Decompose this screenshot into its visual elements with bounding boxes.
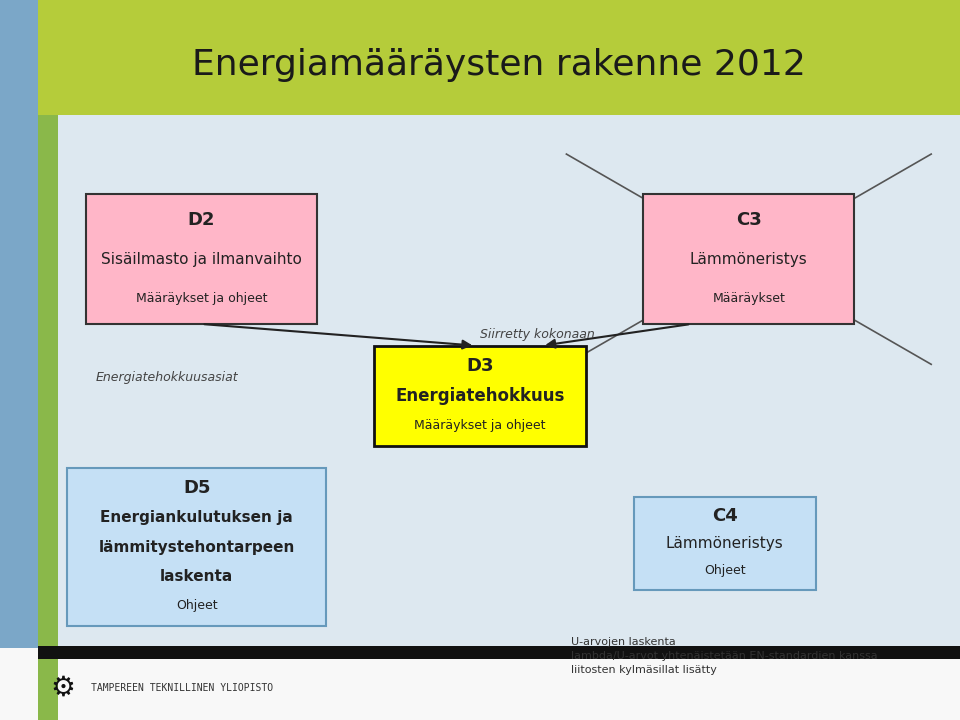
Text: Määräykset: Määräykset (712, 292, 785, 305)
Text: D3: D3 (467, 357, 493, 375)
Text: Lämmöneristys: Lämmöneristys (690, 252, 807, 266)
Text: D2: D2 (188, 211, 215, 229)
Bar (38, 115, 960, 670)
FancyBboxPatch shape (67, 468, 326, 626)
FancyBboxPatch shape (86, 194, 317, 324)
Bar (38, 646, 960, 659)
Text: Siirretty kokonaan: Siirretty kokonaan (480, 328, 595, 341)
Text: C4: C4 (712, 507, 737, 526)
Text: D5: D5 (183, 480, 210, 498)
Text: Energiankulutuksen ja: Energiankulutuksen ja (101, 510, 293, 526)
Text: lämmitystehontarpeen: lämmitystehontarpeen (99, 540, 295, 554)
Text: TAMPEREEN TEKNILLINEN YLIOPISTO: TAMPEREEN TEKNILLINEN YLIOPISTO (91, 683, 274, 693)
Text: Ohjeet: Ohjeet (704, 564, 746, 577)
Bar (0, 648, 960, 720)
Text: Lämmöneristys: Lämmöneristys (666, 536, 783, 551)
Bar (0, 0, 38, 670)
FancyBboxPatch shape (374, 346, 586, 446)
Text: Määräykset ja ohjeet: Määräykset ja ohjeet (136, 292, 267, 305)
Bar (38, 648, 58, 720)
Text: Sisäilmasto ja ilmanvaihto: Sisäilmasto ja ilmanvaihto (101, 252, 302, 266)
FancyBboxPatch shape (634, 497, 816, 590)
Bar (38, 0, 960, 115)
Text: Ohjeet: Ohjeet (176, 600, 218, 613)
Text: Energiatehokkuusasiat: Energiatehokkuusasiat (96, 372, 239, 384)
Text: Määräykset ja ohjeet: Määräykset ja ohjeet (415, 419, 545, 432)
Text: C3: C3 (736, 211, 761, 229)
Text: laskenta: laskenta (160, 569, 233, 584)
Text: Energiatehokkuus: Energiatehokkuus (396, 387, 564, 405)
Text: Energiamääräysten rakenne 2012: Energiamääräysten rakenne 2012 (192, 48, 806, 82)
Text: U-arvojen laskenta
lambda/U-arvot yhtenäistetään EN-standardien kanssa
liitosten: U-arvojen laskenta lambda/U-arvot yhtenä… (571, 637, 877, 675)
FancyBboxPatch shape (643, 194, 854, 324)
Bar (38, 115, 58, 670)
Text: ⚙: ⚙ (50, 674, 75, 701)
